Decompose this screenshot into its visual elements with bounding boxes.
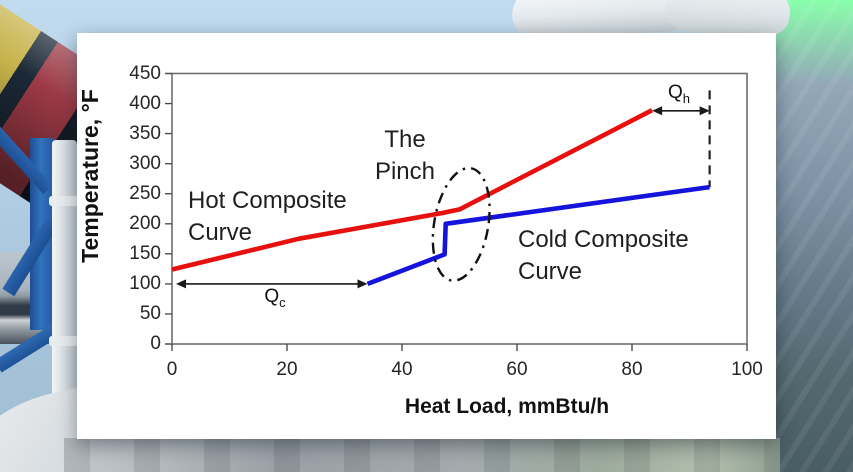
y-tick-label: 150 — [129, 242, 161, 264]
composite-curves-chart — [165, 72, 748, 351]
x-tick-label: 100 — [731, 359, 763, 380]
pipe-flange — [49, 336, 80, 346]
y-tick-label: 100 — [129, 272, 161, 294]
qh-arrowhead-right — [699, 106, 710, 116]
axis-tick-marks — [165, 72, 748, 351]
qc-arrowhead-right — [357, 279, 368, 289]
large-gray-pipe-right — [762, 0, 853, 472]
qh-arrowhead-left — [652, 106, 663, 116]
qc-label: Qc — [245, 286, 305, 310]
x-tick-label: 20 — [276, 359, 298, 380]
qh-label-main: Q — [667, 82, 683, 103]
x-axis-title: Heat Load, mmBtu/h — [404, 395, 610, 418]
y-axis-title: Temperature, °F — [77, 89, 103, 263]
pinch-label-line2: Pinch — [374, 158, 436, 185]
pinch-annotation-label: The Pinch — [345, 124, 465, 188]
hot-label-line1: Hot Composite — [188, 187, 347, 214]
y-tick-label: 350 — [129, 122, 161, 144]
x-tick-label: 40 — [391, 359, 413, 380]
y-tick-label: 50 — [139, 302, 161, 324]
y-tick-label: 300 — [129, 152, 161, 174]
x-tick-label: 80 — [621, 359, 643, 380]
cold-label-line2: Curve — [518, 258, 583, 285]
qh-label: Qh — [649, 82, 709, 106]
y-tick-label: 400 — [129, 92, 161, 114]
ground-pipes-bottom — [64, 438, 780, 472]
qc-label-sub: c — [279, 294, 286, 310]
hot-composite-curve-line — [171, 108, 654, 272]
qc-arrowhead-left — [176, 279, 187, 289]
pinch-circle-annotation — [431, 166, 491, 282]
plot-area-border — [171, 72, 748, 345]
hot-composite-curve-label: Hot Composite Curve — [188, 185, 347, 249]
y-tick-label: 0 — [150, 333, 161, 354]
cold-composite-curve-label: Cold Composite Curve — [518, 224, 689, 288]
y-tick-label: 450 — [129, 62, 161, 84]
cold-label-line1: Cold Composite — [518, 226, 689, 253]
hot-label-line2: Curve — [188, 219, 253, 246]
qc-label-main: Q — [264, 286, 280, 307]
pinch-label-line1: The — [384, 126, 426, 153]
y-tick-label: 250 — [129, 182, 161, 204]
x-tick-label: 60 — [506, 359, 528, 380]
chart-panel: 450 400 350 300 250 200 150 100 50 0 0 2… — [77, 33, 776, 439]
pipe-flange — [49, 196, 80, 206]
cold-composite-curve-line — [366, 184, 710, 287]
white-pipe-elbow-top-right — [664, 0, 792, 38]
qh-label-sub: h — [682, 90, 690, 106]
x-tick-label: 0 — [166, 359, 178, 380]
y-tick-label: 200 — [129, 212, 161, 234]
